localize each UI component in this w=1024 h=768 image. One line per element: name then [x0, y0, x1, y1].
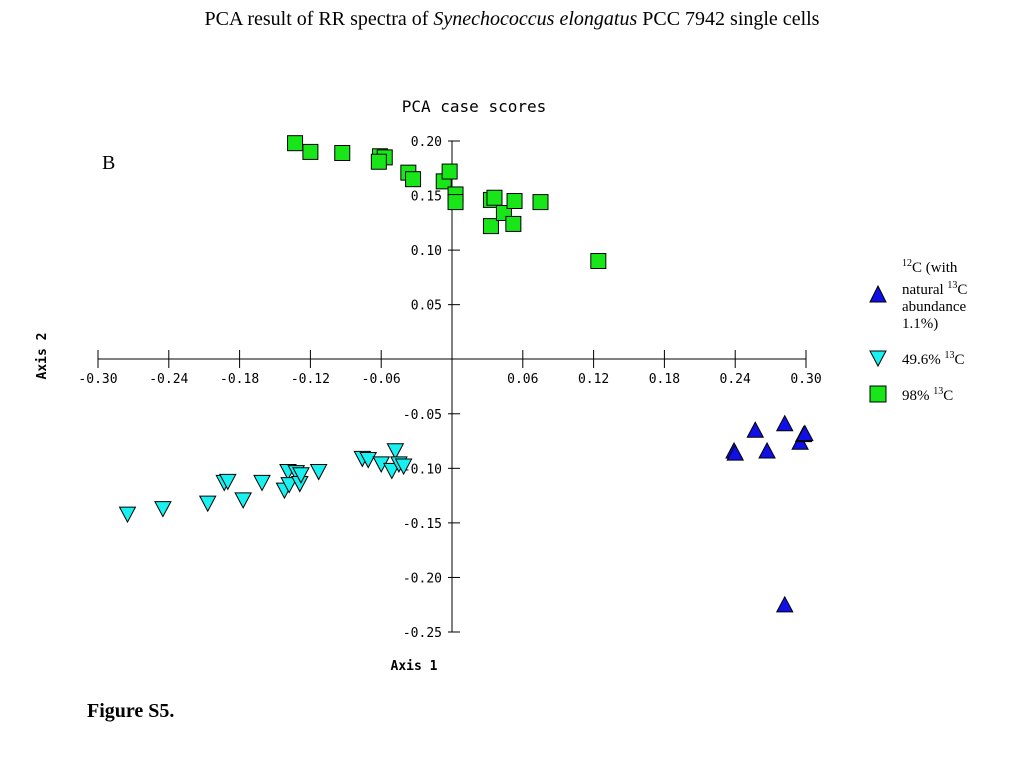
data-point-triangle-down: [198, 495, 217, 513]
data-point-triangle-down: [382, 462, 401, 480]
data-point-triangle-down: [386, 443, 405, 460]
legend-item-12c-iso: 12: [902, 258, 912, 269]
data-point-square: [302, 143, 319, 160]
data-point-triangle-down: [234, 492, 252, 509]
chart-title: PCA case scores: [402, 97, 547, 116]
data-point-triangle-down: [359, 452, 378, 469]
y-tick-label: 0.05: [411, 299, 442, 314]
x-tick-label: 0.30: [790, 372, 821, 387]
x-tick-label: -0.30: [78, 372, 117, 387]
square-marker-icon: [869, 385, 887, 403]
data-point-triangle-down: [253, 474, 271, 492]
data-point-triangle-down: [309, 464, 328, 481]
data-point-square: [441, 163, 458, 180]
data-point-square: [486, 189, 503, 206]
x-tick-label: -0.18: [220, 372, 259, 387]
data-point-square: [334, 145, 351, 162]
legend-item-49c: 49.6% 13C: [866, 347, 996, 369]
data-point-triangle-down: [280, 477, 298, 494]
data-point-square: [370, 153, 387, 170]
data-point-square: [505, 215, 522, 232]
legend-item-12c-iso2: 13: [947, 280, 958, 291]
legend-item-49c-text-a: 49.6%: [902, 352, 945, 368]
data-point-square: [590, 253, 607, 270]
slide-title-pre: PCA result of RR spectra of: [204, 8, 434, 30]
data-point-triangle-down: [292, 467, 310, 484]
slide-title-species: Synechococcus elongatus: [433, 8, 638, 30]
x-tick-label: -0.12: [291, 372, 330, 387]
legend-item-49c-text-b: C: [954, 352, 965, 368]
figure-caption: Figure S5.: [87, 700, 175, 722]
legend-item-12c: 12C (with natural 13C abundance 1.1%): [866, 255, 996, 333]
data-point-triangle-up: [726, 444, 745, 461]
x-axis-label: Axis 1: [391, 659, 438, 674]
data-point-square: [287, 135, 304, 152]
y-tick-label: -0.25: [403, 626, 442, 641]
data-point-triangle-up: [775, 595, 794, 613]
legend-item-98c-iso2: 13: [933, 386, 944, 397]
data-point-square: [447, 194, 464, 211]
data-point-triangle-down: [154, 501, 172, 518]
x-tick-label: 0.12: [578, 372, 609, 387]
y-tick-label: -0.10: [403, 462, 442, 477]
data-point-square: [506, 193, 523, 210]
legend-item-12c-text-b: C abundance 1.1%): [902, 282, 968, 332]
legend-item-49c-iso2: 13: [944, 350, 955, 361]
y-tick-label: -0.15: [403, 517, 442, 532]
chart-legend: 12C (with natural 13C abundance 1.1%) 49…: [866, 255, 996, 405]
data-point-square: [482, 218, 499, 235]
x-tick-label: -0.06: [362, 372, 401, 387]
data-point-triangle-down: [118, 506, 137, 524]
y-axis-label: Axis 2: [35, 333, 50, 380]
data-point-square: [532, 194, 549, 211]
x-tick-label: 0.06: [507, 372, 538, 387]
data-point-triangle-down: [218, 473, 237, 491]
chart-axes: -0.30 -0.24 -0.18 -0.12 -0.06 0.06 0.12 0.18 0.2…: [78, 135, 821, 641]
legend-item-12c-text-a: C (with natural: [902, 260, 958, 298]
chart-points: [118, 135, 814, 613]
data-point-triangle-up: [795, 424, 814, 442]
data-point-triangle-up: [775, 414, 794, 432]
panel-label: B: [102, 152, 116, 174]
data-point-triangle-up: [746, 421, 765, 438]
y-tick-label: -0.20: [403, 571, 442, 586]
legend-item-98c-text-a: 98%: [902, 388, 934, 404]
data-point-triangle-up: [758, 441, 776, 459]
y-tick-label: -0.05: [403, 408, 442, 423]
legend-item-98c-text-b: C: [943, 388, 954, 404]
y-tick-label: 0.20: [411, 135, 442, 150]
triangle-down-marker-icon: [869, 350, 887, 368]
x-tick-label: -0.24: [149, 372, 188, 387]
legend-item-98c: 98% 13C: [866, 383, 996, 405]
y-tick-label: 0.10: [411, 244, 442, 259]
x-tick-label: 0.18: [649, 372, 680, 387]
slide-title-post: PCC 7942 single cells: [637, 8, 820, 30]
data-point-square: [405, 171, 422, 188]
data-point-triangle-down: [394, 458, 413, 476]
triangle-up-marker-icon: [869, 284, 887, 303]
y-tick-label: 0.15: [411, 190, 442, 205]
slide-title: PCA result of RR spectra of Synechococcu…: [0, 8, 1024, 31]
x-tick-label: 0.24: [720, 372, 751, 387]
